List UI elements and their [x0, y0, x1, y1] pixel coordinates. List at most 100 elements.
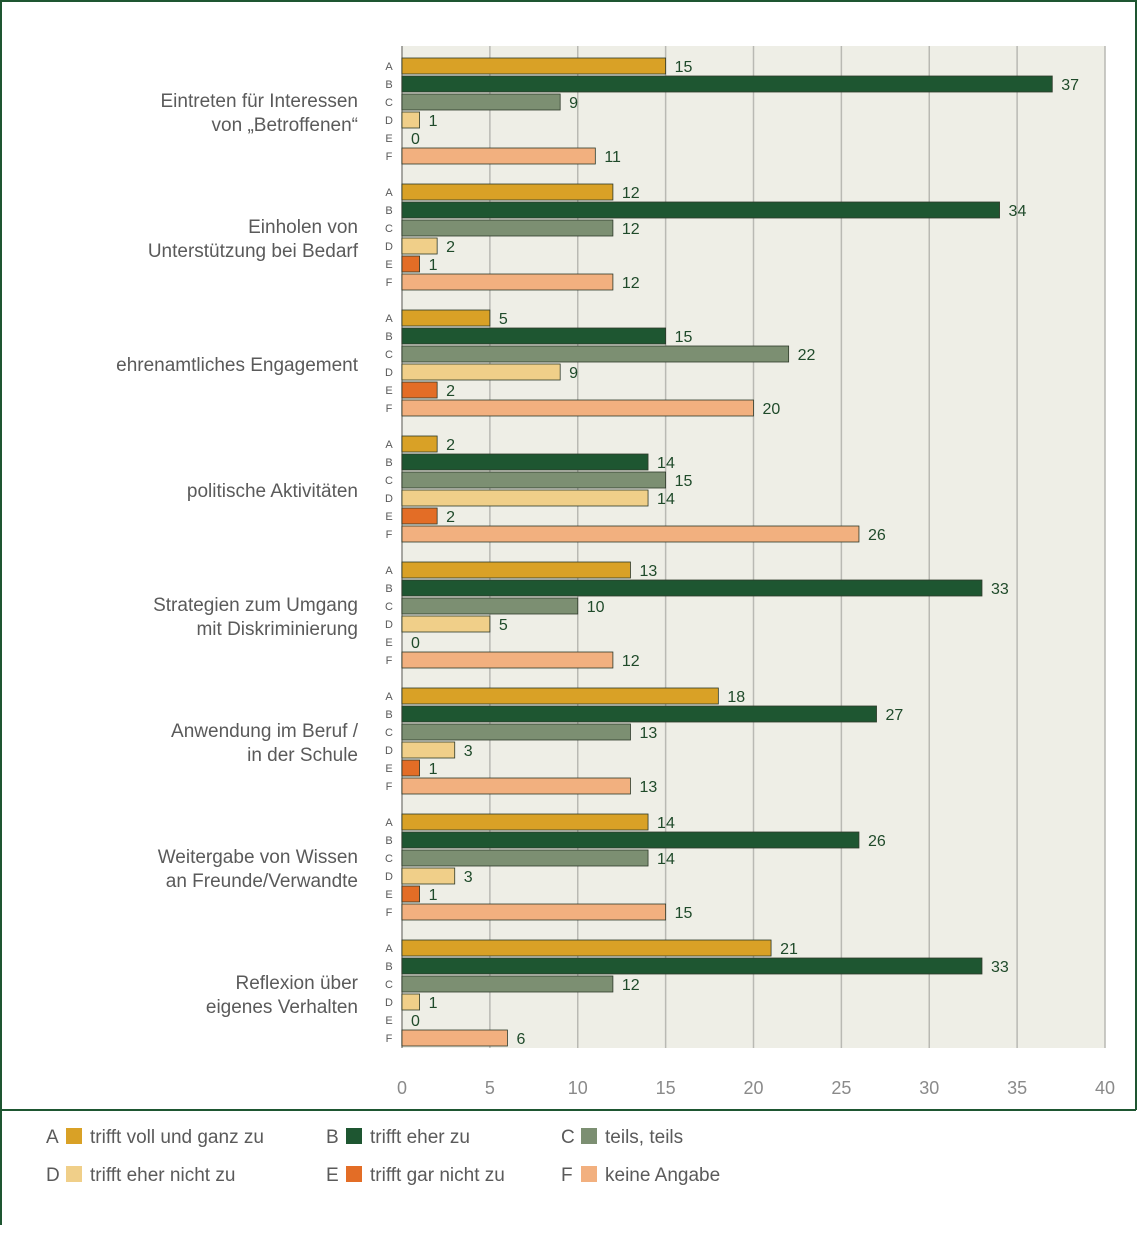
legend-swatch — [66, 1128, 82, 1144]
legend-letter: D — [46, 1165, 60, 1186]
legend-label: keine Angabe — [605, 1165, 720, 1186]
legend-label: trifft voll und ganz zu — [90, 1127, 264, 1148]
bar-letter-label: A — [385, 187, 393, 199]
bar — [401, 849, 649, 867]
x-tick-label: 25 — [831, 1078, 851, 1098]
bar — [401, 561, 631, 579]
bar-letter-label: C — [385, 853, 393, 865]
bar-letter-label: F — [386, 403, 393, 415]
legend-letter: F — [561, 1165, 573, 1186]
bar-value-label: 15 — [675, 473, 693, 490]
bar-value-label: 0 — [411, 131, 420, 148]
bar — [401, 489, 649, 507]
x-tick-label: 30 — [919, 1078, 939, 1098]
bar-letter-label: A — [385, 943, 393, 955]
bar-value-label: 1 — [429, 887, 438, 904]
category-label: Strategien zum Umgang — [153, 595, 358, 616]
bar-value-label: 5 — [499, 617, 508, 634]
legend-letter: C — [561, 1127, 575, 1148]
bar-value-label: 12 — [622, 977, 640, 994]
bar-letter-label: E — [385, 385, 392, 397]
x-tick-label: 5 — [485, 1078, 495, 1098]
bar — [401, 471, 667, 489]
bar — [401, 687, 719, 705]
bar-value-label: 9 — [569, 95, 578, 112]
category-label: eigenes Verhalten — [206, 997, 358, 1018]
x-tick-label: 10 — [568, 1078, 588, 1098]
bar-letter-label: E — [385, 511, 392, 523]
bar-letter-label: D — [385, 493, 393, 505]
bar — [401, 777, 631, 795]
bar-value-label: 1 — [429, 761, 438, 778]
bar — [401, 867, 456, 885]
bar — [401, 507, 438, 525]
bar-letter-label: D — [385, 367, 393, 379]
bar-value-label: 27 — [886, 707, 904, 724]
x-tick-label: 35 — [1007, 1078, 1027, 1098]
x-tick-label: 40 — [1095, 1078, 1115, 1098]
bar — [401, 381, 438, 399]
bar — [401, 327, 667, 345]
bar-value-label: 1 — [429, 113, 438, 130]
bar — [401, 453, 649, 471]
category-label: ehrenamtliches Engagement — [116, 355, 359, 376]
bar-letter-label: A — [385, 565, 393, 577]
bar-value-label: 26 — [868, 527, 886, 544]
bar-value-label: 12 — [622, 221, 640, 238]
bar-value-label: 33 — [991, 959, 1009, 976]
bar-letter-label: C — [385, 97, 393, 109]
bar-value-label: 15 — [675, 329, 693, 346]
bar — [401, 831, 860, 849]
bar-letter-label: E — [385, 259, 392, 271]
bar — [401, 309, 491, 327]
bar-value-label: 12 — [622, 653, 640, 670]
bar-value-label: 3 — [464, 869, 473, 886]
bar-value-label: 13 — [639, 563, 657, 580]
bar — [401, 255, 420, 273]
bar-value-label: 3 — [464, 743, 473, 760]
bar — [401, 813, 649, 831]
category-label: an Freunde/Verwandte — [166, 871, 358, 892]
bar-letter-label: F — [386, 655, 393, 667]
bar-letter-label: D — [385, 871, 393, 883]
bar — [401, 147, 596, 165]
category-label: mit Diskriminierung — [196, 619, 358, 640]
category-label: Reflexion über — [235, 973, 358, 994]
bar-value-label: 14 — [657, 815, 675, 832]
bar-letter-label: D — [385, 745, 393, 757]
bar-letter-label: C — [385, 223, 393, 235]
bar-value-label: 0 — [411, 1013, 420, 1030]
bar-letter-label: E — [385, 889, 392, 901]
bar-value-label: 2 — [446, 383, 455, 400]
bar — [401, 273, 614, 291]
bar-letter-label: A — [385, 313, 393, 325]
bar — [401, 615, 491, 633]
x-tick-label: 0 — [397, 1078, 407, 1098]
legend-swatch — [346, 1166, 362, 1182]
bar-value-label: 5 — [499, 311, 508, 328]
bar-value-label: 13 — [639, 779, 657, 796]
bar-value-label: 21 — [780, 941, 798, 958]
bar-letter-label: B — [385, 583, 392, 595]
bar-value-label: 1 — [429, 257, 438, 274]
legend-letter: A — [46, 1127, 59, 1148]
bar — [401, 975, 614, 993]
legend-letter: E — [326, 1165, 339, 1186]
bar-letter-label: B — [385, 835, 392, 847]
bar-value-label: 15 — [675, 905, 693, 922]
bar — [401, 363, 561, 381]
bar-letter-label: C — [385, 727, 393, 739]
category-label: Weitergabe von Wissen — [158, 847, 358, 868]
bar-value-label: 26 — [868, 833, 886, 850]
bar-value-label: 34 — [1009, 203, 1027, 220]
bar-value-label: 6 — [516, 1031, 525, 1048]
bar — [401, 903, 667, 921]
bar-value-label: 2 — [446, 239, 455, 256]
bar — [401, 939, 772, 957]
